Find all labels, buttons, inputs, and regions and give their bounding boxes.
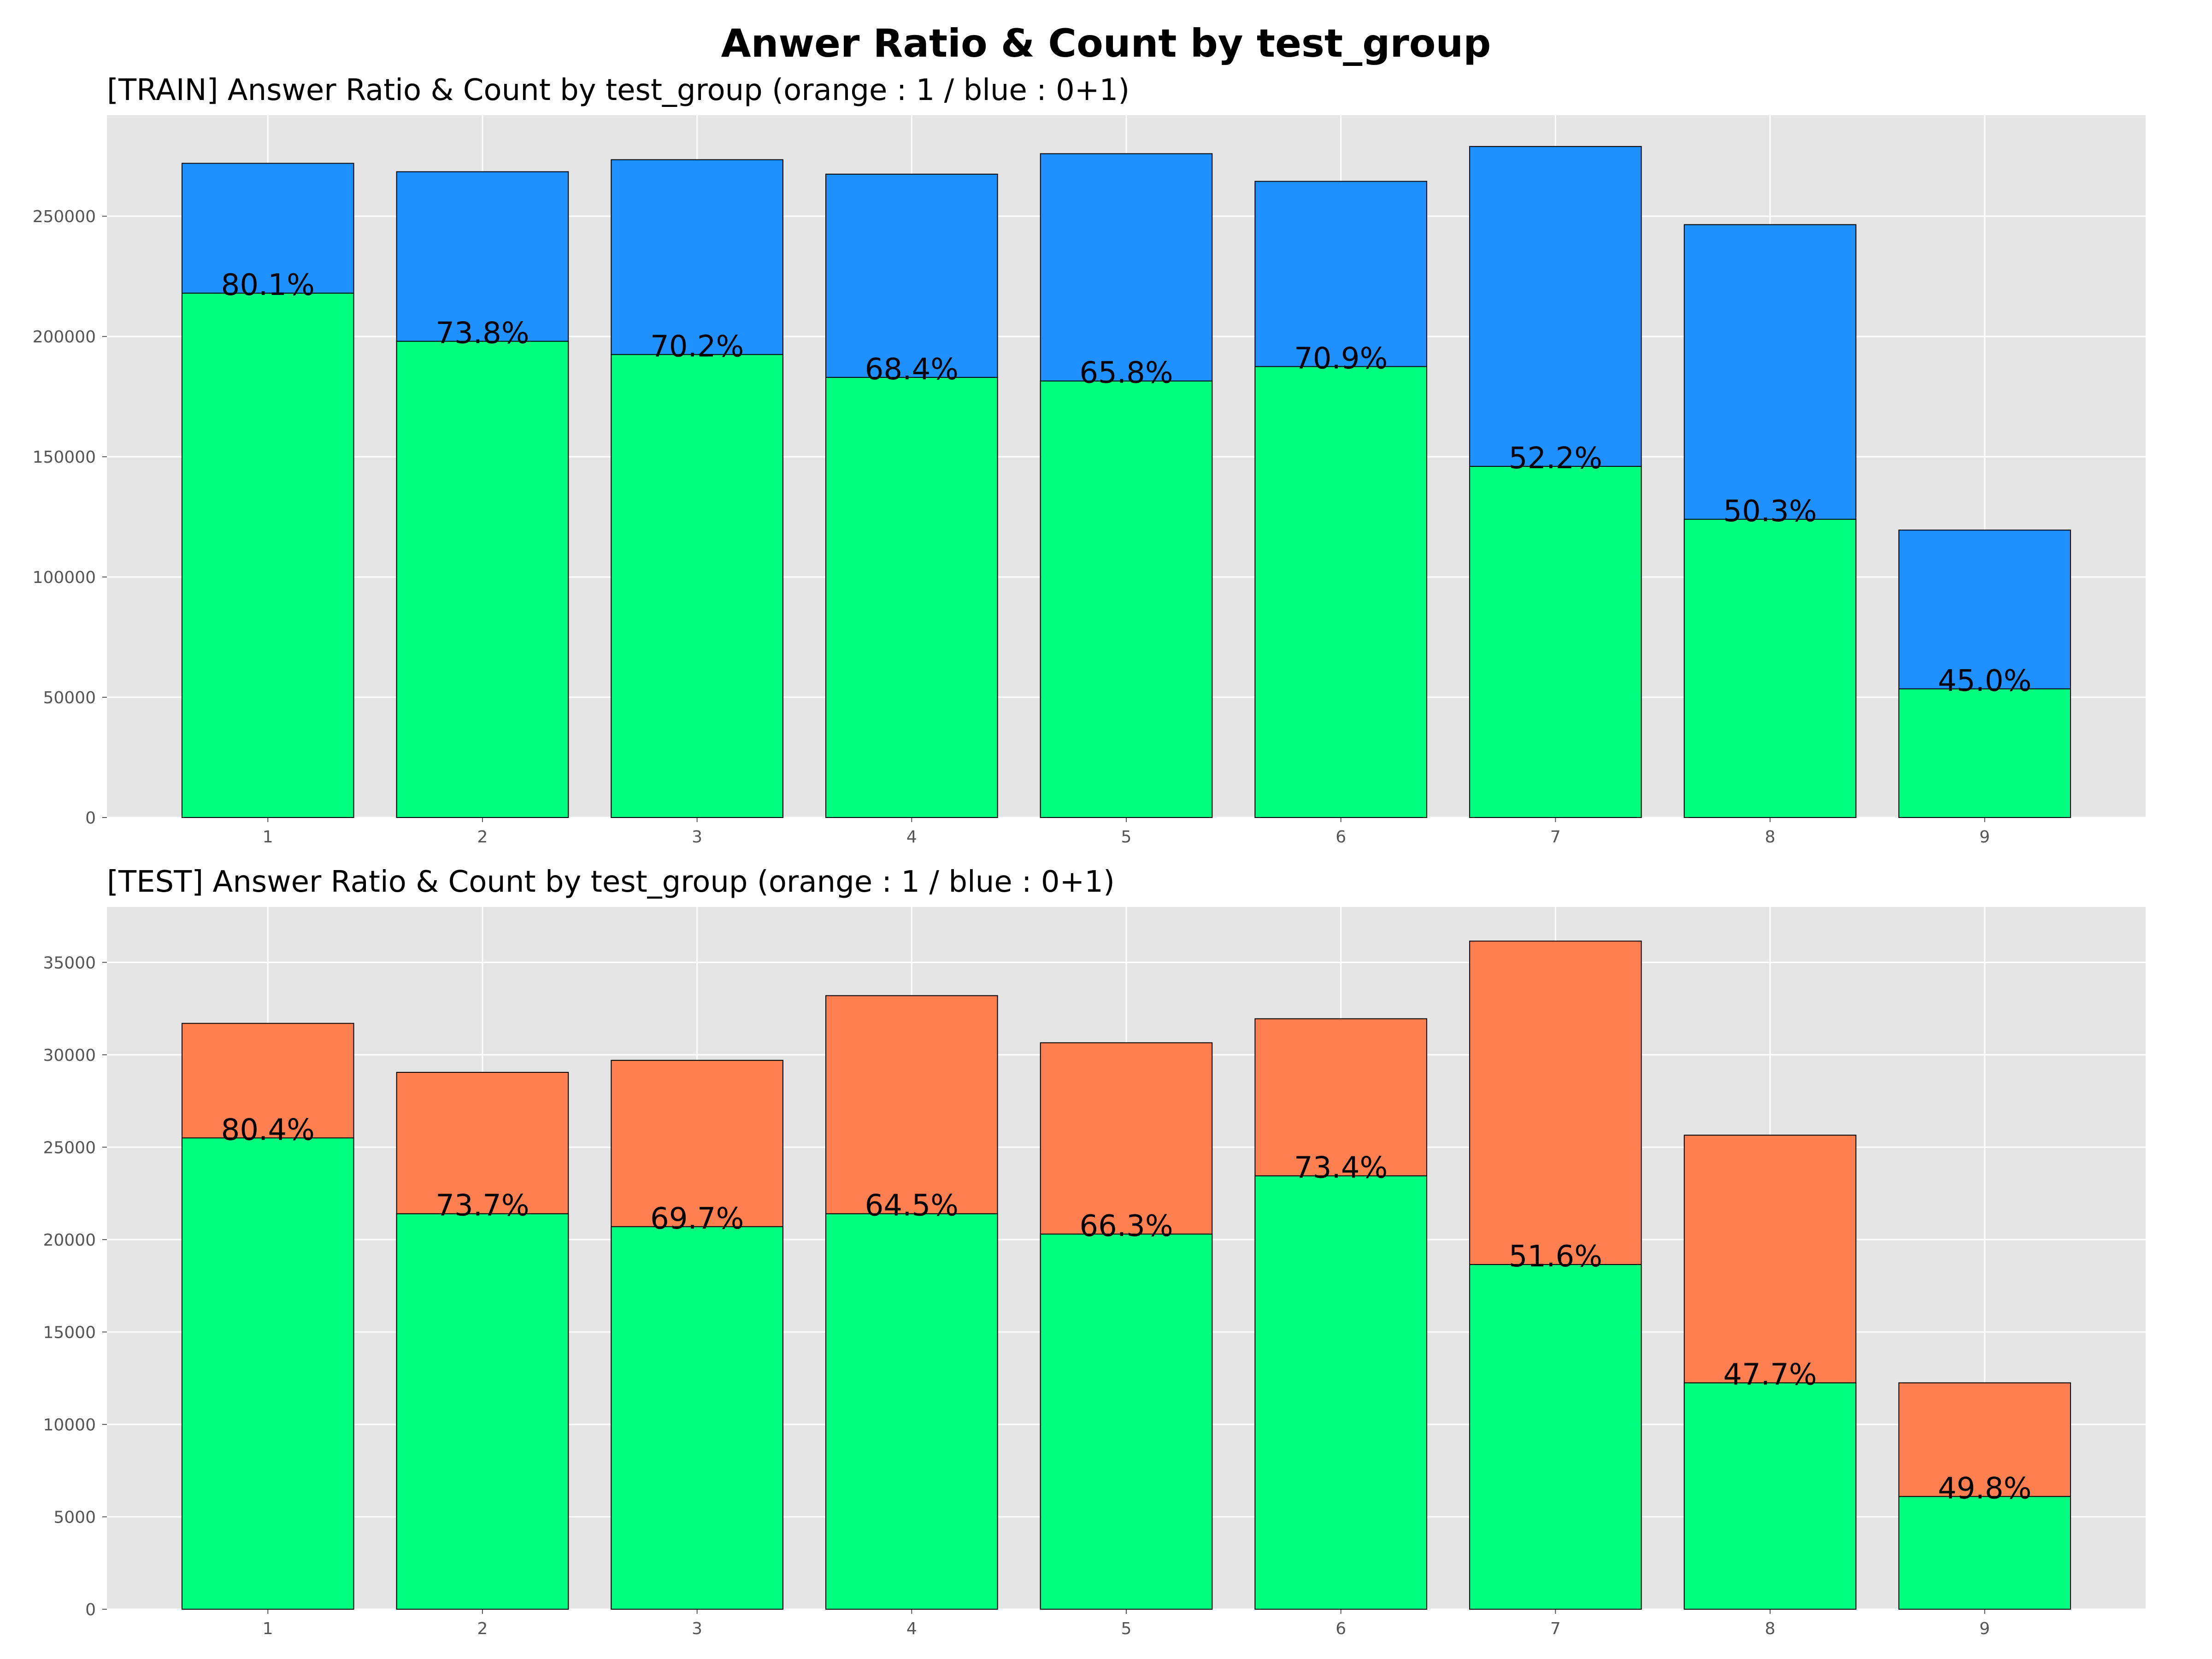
test-ytick-label: 0 — [85, 1600, 96, 1619]
test-panel-title: [TEST] Answer Ratio & Count by test_grou… — [107, 865, 1115, 899]
train-xtick-label: 8 — [1765, 828, 1776, 847]
train-ytick-label: 250000 — [33, 207, 96, 226]
test-ytick-label: 15000 — [43, 1323, 96, 1342]
test-ratio-label: 73.7% — [435, 1189, 529, 1223]
train-ratio-label: 50.3% — [1723, 494, 1817, 529]
test-ytick-label: 5000 — [53, 1508, 96, 1527]
test-xtick-label: 9 — [1979, 1619, 1990, 1638]
train-panel-title: [TRAIN] Answer Ratio & Count by test_gro… — [107, 73, 1130, 107]
train-xtick-label: 5 — [1121, 828, 1132, 847]
test-correct-bar — [1040, 1233, 1213, 1610]
train-xtick-label: 7 — [1550, 828, 1561, 847]
figure-title: Anwer Ratio & Count by test_group — [721, 21, 1491, 66]
train-ratio-label: 70.9% — [1294, 341, 1388, 376]
train-correct-bar — [611, 354, 783, 818]
train-ratio-label: 73.8% — [435, 317, 529, 351]
train-ratio-label: 68.4% — [865, 353, 959, 387]
test-ratio-label: 64.5% — [865, 1189, 959, 1223]
test-panel: 0 5000 10000 15000 20000 25000 30000 35000 1 2 3 4 5… — [43, 907, 2146, 1638]
train-panel: 0 50000 100000 150000 200000 250000 1 2 3 4 5 6 7 8 9 8… — [33, 115, 2146, 847]
train-correct-bar — [825, 377, 998, 818]
train-correct-bar — [1469, 466, 1642, 818]
test-correct-bar — [1683, 1382, 1857, 1610]
train-ytick-label: 0 — [85, 809, 96, 828]
test-ratio-label: 51.6% — [1509, 1240, 1602, 1274]
train-ytick-label: 150000 — [33, 448, 96, 467]
test-ratio-label: 69.7% — [650, 1202, 744, 1236]
train-xtick-label: 2 — [477, 828, 488, 847]
test-xtick-label: 1 — [263, 1619, 273, 1638]
test-ytick-label: 25000 — [43, 1138, 96, 1157]
train-correct-bar — [1898, 688, 2071, 818]
train-xtick-label: 3 — [692, 828, 702, 847]
test-ytick-label: 35000 — [43, 953, 96, 972]
train-xtick-label: 4 — [906, 828, 917, 847]
test-correct-bar — [396, 1213, 569, 1610]
train-correct-bar — [1040, 380, 1213, 818]
train-xtick-label: 9 — [1979, 828, 1990, 847]
test-ratio-label: 66.3% — [1079, 1209, 1173, 1243]
train-ratio-label: 70.2% — [650, 329, 744, 364]
test-correct-bar — [1254, 1175, 1427, 1610]
test-correct-bar — [1898, 1496, 2071, 1610]
test-ytick-label: 30000 — [43, 1046, 96, 1065]
test-correct-bar — [1469, 1264, 1642, 1610]
test-ratio-label: 73.4% — [1294, 1151, 1388, 1185]
test-xtick-label: 8 — [1765, 1619, 1776, 1638]
test-ratio-label: 47.7% — [1723, 1358, 1817, 1392]
test-ratio-label: 49.8% — [1938, 1471, 2031, 1506]
test-xtick-label: 6 — [1335, 1619, 1346, 1638]
train-ratio-label: 52.2% — [1509, 441, 1602, 476]
train-ytick-label: 200000 — [33, 328, 96, 347]
train-correct-bar — [1683, 518, 1857, 818]
test-xtick-label: 7 — [1550, 1619, 1561, 1638]
test-correct-bar — [611, 1226, 783, 1610]
train-xtick-label: 1 — [263, 828, 273, 847]
train-ratio-label: 45.0% — [1938, 664, 2031, 698]
train-correct-bar — [1254, 366, 1427, 818]
train-correct-bar — [181, 293, 354, 818]
test-correct-bar — [181, 1137, 354, 1610]
test-correct-bar — [825, 1213, 998, 1610]
train-correct-bar — [396, 341, 569, 818]
train-ratio-label: 65.8% — [1079, 356, 1173, 390]
test-xtick-label: 4 — [906, 1619, 917, 1638]
train-xtick-label: 6 — [1335, 828, 1346, 847]
train-ratio-label: 80.1% — [221, 268, 315, 302]
test-xtick-label: 5 — [1121, 1619, 1132, 1638]
train-ytick-label: 50000 — [43, 688, 96, 707]
test-ytick-label: 10000 — [43, 1416, 96, 1435]
test-xtick-label: 3 — [692, 1619, 702, 1638]
test-ytick-label: 20000 — [43, 1231, 96, 1250]
test-ratio-label: 80.4% — [221, 1113, 315, 1147]
test-xtick-label: 2 — [477, 1619, 488, 1638]
train-ytick-label: 100000 — [33, 568, 96, 587]
